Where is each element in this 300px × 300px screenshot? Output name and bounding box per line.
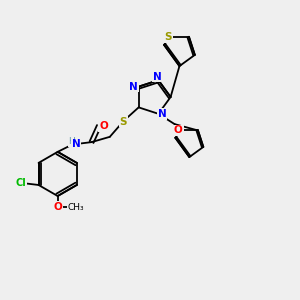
Text: O: O [99, 121, 108, 131]
Text: N: N [158, 109, 166, 119]
Text: N: N [72, 140, 80, 149]
Text: N: N [129, 82, 138, 92]
Text: Cl: Cl [16, 178, 26, 188]
Text: CH₃: CH₃ [68, 203, 85, 212]
Text: S: S [120, 116, 127, 127]
Text: N: N [153, 72, 161, 82]
Text: O: O [174, 125, 183, 136]
Text: S: S [165, 32, 172, 42]
Text: H: H [68, 137, 75, 146]
Text: O: O [53, 202, 62, 212]
